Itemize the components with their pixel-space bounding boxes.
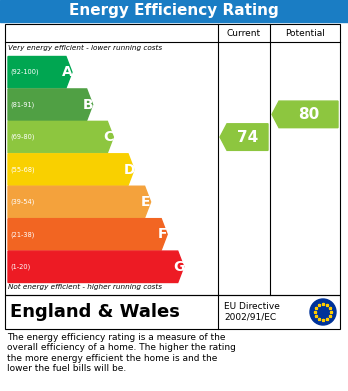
Polygon shape: [8, 219, 167, 250]
Text: Not energy efficient - higher running costs: Not energy efficient - higher running co…: [8, 283, 162, 290]
Text: 74: 74: [237, 129, 258, 145]
Text: (1-20): (1-20): [10, 264, 30, 270]
Text: C: C: [103, 130, 113, 144]
Text: E: E: [141, 195, 150, 209]
Polygon shape: [8, 121, 113, 153]
Polygon shape: [8, 154, 134, 185]
Text: England & Wales: England & Wales: [10, 303, 180, 321]
Circle shape: [310, 299, 336, 325]
Text: (69-80): (69-80): [10, 134, 34, 140]
Polygon shape: [8, 186, 151, 218]
Bar: [5, 295, 340, 329]
Polygon shape: [272, 101, 338, 128]
Text: G: G: [173, 260, 184, 274]
Text: The energy efficiency rating is a measure of the
overall efficiency of a home. T: The energy efficiency rating is a measur…: [7, 333, 236, 373]
Text: D: D: [123, 163, 135, 176]
Text: Energy Efficiency Rating: Energy Efficiency Rating: [69, 4, 279, 18]
Text: B: B: [82, 98, 93, 112]
Text: Potential: Potential: [285, 29, 325, 38]
Polygon shape: [8, 89, 93, 120]
Bar: [5, 24, 340, 295]
Polygon shape: [8, 57, 72, 88]
Text: Current: Current: [227, 29, 261, 38]
Polygon shape: [8, 251, 184, 283]
Text: (92-100): (92-100): [10, 69, 39, 75]
Text: 80: 80: [298, 107, 319, 122]
Text: A: A: [62, 65, 72, 79]
Text: EU Directive
2002/91/EC: EU Directive 2002/91/EC: [224, 302, 280, 322]
Text: (39-54): (39-54): [10, 199, 34, 205]
Text: (21-38): (21-38): [10, 231, 34, 238]
Text: Very energy efficient - lower running costs: Very energy efficient - lower running co…: [8, 45, 162, 51]
Text: (81-91): (81-91): [10, 101, 34, 108]
Text: F: F: [157, 227, 167, 241]
Bar: [0, 0, 348, 22]
Text: (55-68): (55-68): [10, 166, 34, 173]
Polygon shape: [220, 124, 268, 151]
